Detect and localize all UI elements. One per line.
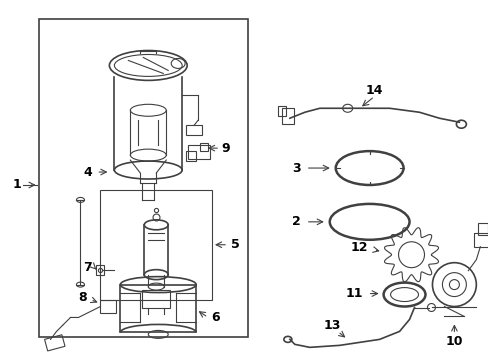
Text: 9: 9	[221, 141, 230, 155]
Bar	[39, 19, 247, 337]
Bar	[186, 125, 202, 135]
Bar	[96, 265, 104, 275]
Bar	[188, 145, 210, 159]
Bar	[281, 108, 293, 124]
Bar	[44, 335, 65, 351]
Bar	[142, 289, 170, 307]
Bar	[100, 300, 116, 314]
Text: 4: 4	[83, 166, 92, 179]
Text: 11: 11	[345, 287, 363, 300]
Text: 7: 7	[83, 261, 92, 274]
Bar	[473, 233, 488, 247]
Text: 12: 12	[350, 241, 367, 254]
Bar	[277, 106, 285, 116]
Bar	[120, 285, 196, 332]
Bar	[100, 190, 212, 300]
Bar	[186, 151, 196, 161]
Text: 8: 8	[78, 291, 86, 304]
Bar	[477, 223, 488, 235]
Text: 14: 14	[365, 84, 383, 97]
Bar	[200, 143, 208, 151]
Text: 1: 1	[12, 179, 21, 192]
Text: 13: 13	[324, 319, 341, 332]
Text: 10: 10	[445, 335, 462, 348]
Text: 6: 6	[210, 311, 219, 324]
Text: 5: 5	[230, 238, 239, 251]
Text: 2: 2	[292, 215, 301, 228]
Text: 3: 3	[292, 162, 301, 175]
